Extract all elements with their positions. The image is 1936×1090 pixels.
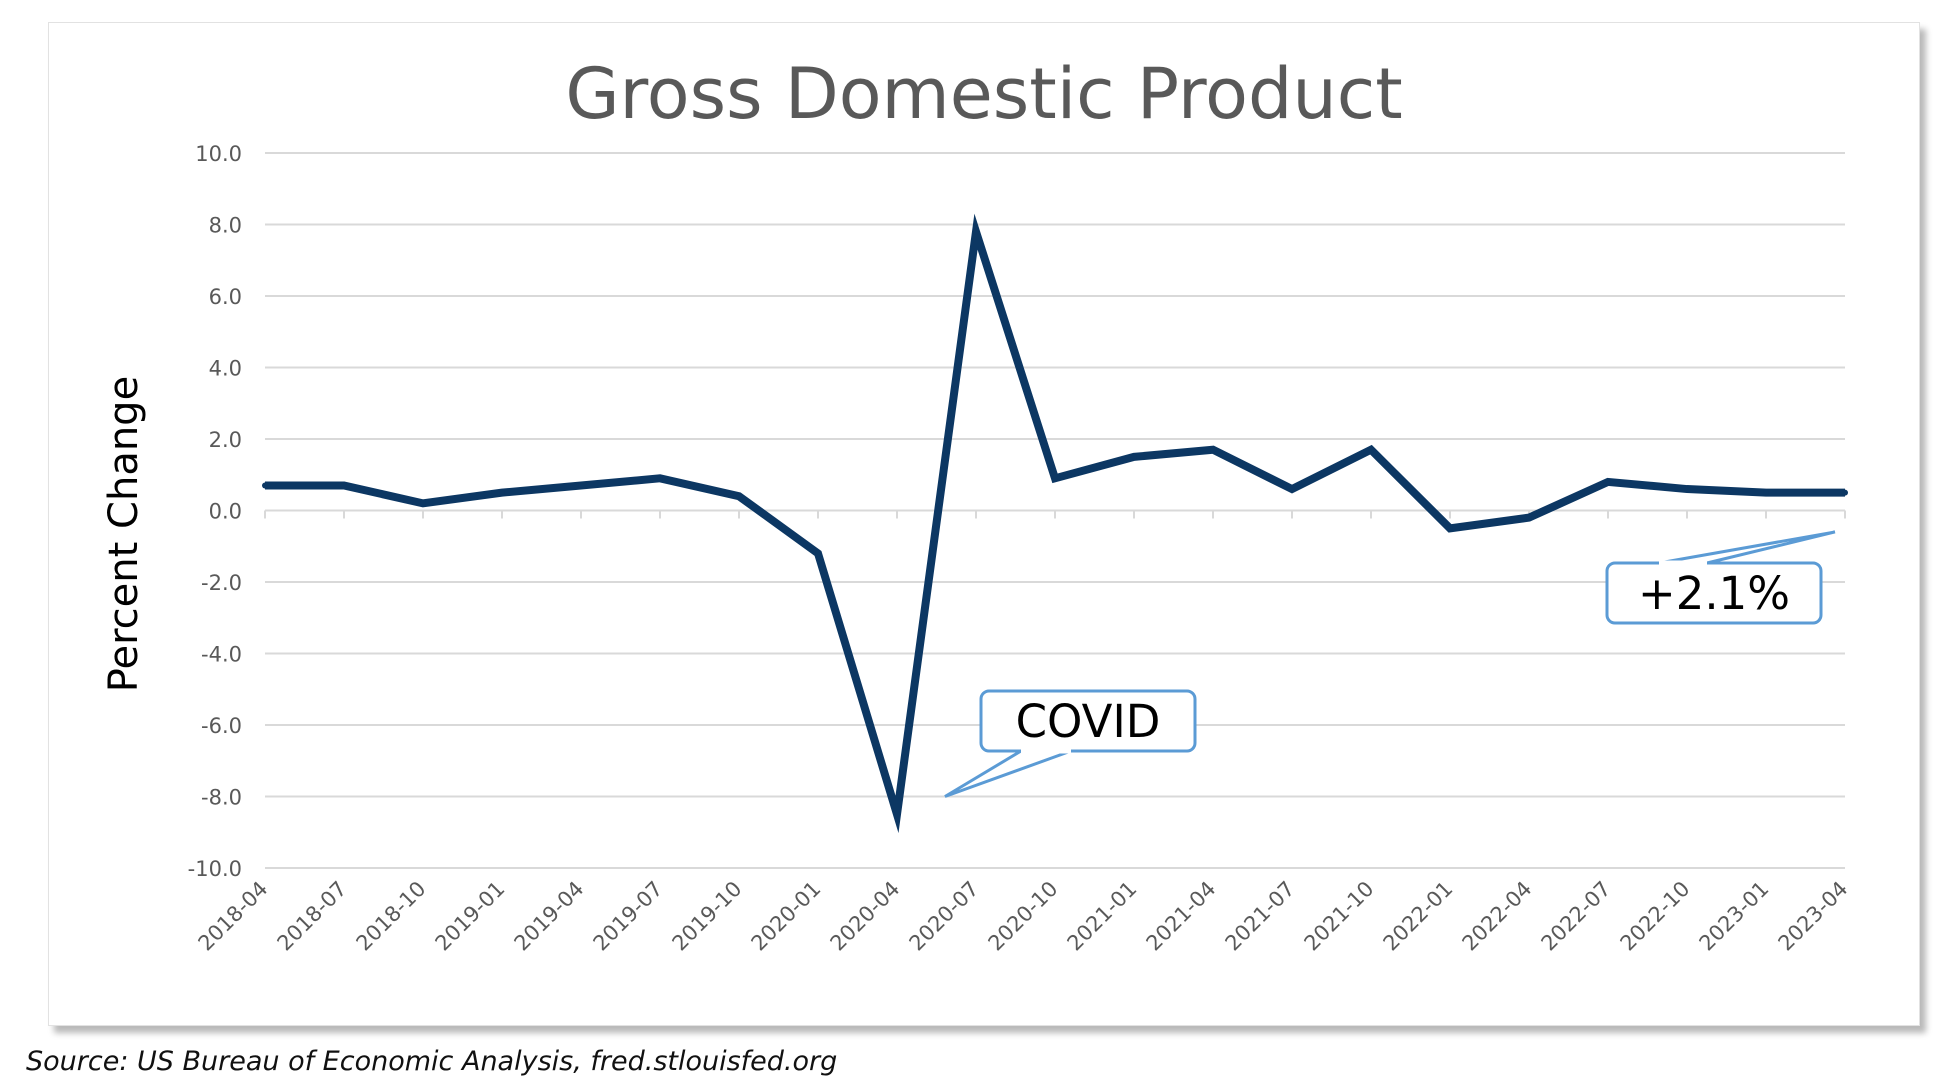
gdp-data-point [1052, 475, 1058, 482]
x-tick-label: 2021-07 [1221, 877, 1300, 956]
gdp-data-point [1842, 489, 1848, 496]
x-axis-ticks: 2018-04 2018-07 2018-10 2019-01 2019-04 2019-… [194, 877, 1853, 956]
y-tick-label: -10.0 [188, 857, 242, 881]
gdp-data-point [894, 811, 900, 818]
gdp-data-point [973, 228, 979, 235]
gdp-data-point [815, 550, 821, 557]
x-tick-label: 2021-04 [1142, 877, 1221, 956]
x-tick-label: 2021-10 [1300, 877, 1379, 956]
callout-pointer [1658, 530, 1836, 565]
gdp-data-point [1447, 525, 1453, 532]
gdp-data-point [657, 475, 663, 482]
x-tick-label: 2021-01 [1063, 877, 1142, 956]
y-tick-label: -8.0 [201, 786, 242, 810]
x-tick-label: 2020-04 [826, 877, 905, 956]
source-note: Source: US Bureau of Economic Analysis, … [26, 1046, 838, 1077]
x-tick-label: 2022-01 [1379, 877, 1458, 956]
y-tick-label: 8.0 [209, 214, 242, 238]
y-tick-label: 6.0 [209, 285, 242, 309]
gdp-data-point [420, 500, 426, 507]
y-tick-label: -4.0 [201, 643, 242, 667]
y-tick-label: 0.0 [209, 500, 242, 524]
callout-box [1605, 561, 1823, 625]
y-tick-label: 4.0 [209, 357, 242, 381]
gridlines [264, 152, 1846, 869]
chart-title: Gross Domestic Product [565, 53, 1402, 135]
gdp-data-point [499, 489, 505, 496]
callout-pointer [944, 749, 1072, 798]
x-tick-label: 2023-01 [1695, 877, 1774, 956]
gdp-line-chart: Gross Domestic Product Percent Change 10… [101, 53, 1853, 956]
x-tick-label: 2019-01 [431, 877, 510, 956]
x-tick-label: 2022-07 [1537, 877, 1616, 956]
callout-label: +2.1% [1638, 567, 1790, 620]
gdp-data-point [736, 493, 742, 500]
callout-covid: COVID [944, 689, 1197, 798]
gdp-data-point [1763, 489, 1769, 496]
gdp-data-point [1131, 453, 1137, 460]
gdp-data-point [341, 482, 347, 489]
x-tick-label: 2020-10 [984, 877, 1063, 956]
gdp-data-point [1289, 486, 1295, 493]
gdp-data-point [262, 482, 268, 489]
x-tick-label: 2019-07 [589, 877, 668, 956]
callouts: COVID +2.1% [944, 530, 1836, 798]
y-axis-ticks: 10.0 8.0 6.0 4.0 2.0 0.0 -2.0 -4.0 -6.0 -8.0 -10.0 [188, 142, 242, 881]
y-tick-label: 10.0 [195, 142, 242, 166]
x-tick-label: 2022-10 [1616, 877, 1695, 956]
callout-latest: +2.1% [1605, 530, 1836, 625]
callout-box [979, 689, 1197, 753]
gdp-data-point [578, 482, 584, 489]
x-tick-label: 2018-10 [352, 877, 431, 956]
y-axis-label: Percent Change [101, 376, 147, 692]
chart-card: Gross Domestic Product Percent Change 10… [48, 22, 1920, 1026]
x-tick-label: 2018-04 [194, 877, 273, 956]
y-tick-label: -2.0 [201, 571, 242, 595]
x-tick-label: 2020-01 [747, 877, 826, 956]
series-layer [262, 213, 1848, 834]
gdp-data-point [1684, 486, 1690, 493]
y-tick-label: -6.0 [201, 714, 242, 738]
y-tick-label: 2.0 [209, 428, 242, 452]
callout-label: COVID [1016, 695, 1161, 748]
gdp-data-point [1526, 514, 1532, 521]
x-tick-label: 2018-07 [273, 877, 352, 956]
x-tick-label: 2019-10 [668, 877, 747, 956]
gdp-data-point [1368, 446, 1374, 453]
x-tick-label: 2022-04 [1458, 877, 1537, 956]
x-tick-label: 2023-04 [1774, 877, 1853, 956]
x-tick-label: 2020-07 [905, 877, 984, 956]
gdp-data-point [1605, 478, 1611, 485]
x-tick-label: 2019-04 [510, 877, 589, 956]
gdp-data-point [1210, 446, 1216, 453]
